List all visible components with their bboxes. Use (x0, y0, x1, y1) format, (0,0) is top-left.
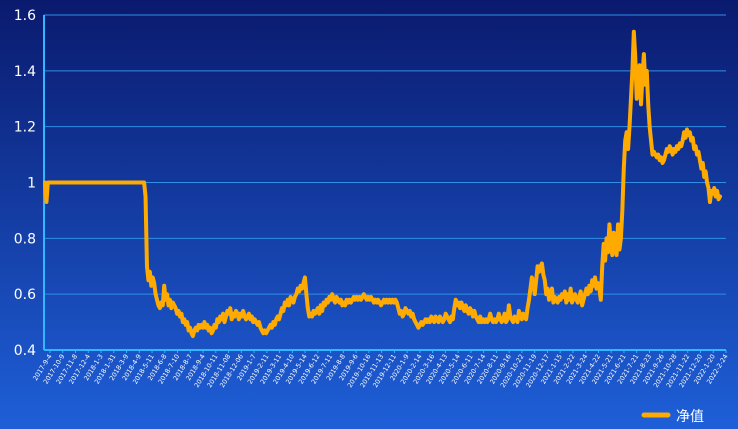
y-tick-label: 1.6 (14, 8, 36, 24)
y-tick-label: 0.8 (14, 231, 36, 247)
series-line-nav (43, 29, 722, 339)
y-tick-label: 1.4 (14, 64, 36, 80)
y-tick-label: 1 (27, 176, 36, 192)
y-tick-label: 1.2 (14, 120, 36, 136)
y-tick-label: 0.6 (14, 287, 36, 303)
series-layer (43, 29, 722, 339)
y-tick-labels: 0.4 0.6 0.8 1 1.2 1.4 1.6 (14, 8, 36, 359)
legend-label: 净值 (676, 409, 704, 425)
y-tick-label: 0.4 (14, 343, 36, 359)
legend[interactable]: 净值 (641, 409, 704, 425)
